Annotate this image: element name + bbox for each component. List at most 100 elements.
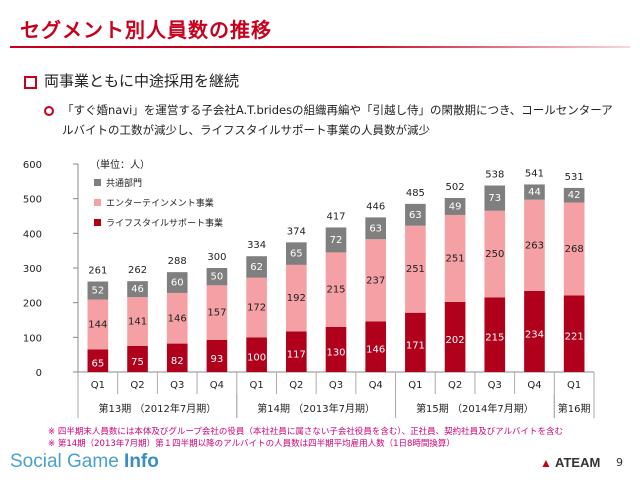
bar-total-label: 288	[168, 256, 187, 267]
bar-segment	[206, 339, 228, 372]
bar-segment	[285, 331, 307, 372]
bar-value-label: 100	[247, 353, 266, 364]
bar-segment	[444, 197, 466, 215]
legend-swatch	[94, 179, 101, 186]
bar-value-label: 49	[449, 201, 462, 212]
x-tick-label: Q4	[369, 380, 383, 391]
bar-segment	[87, 281, 109, 300]
x-tick-label: Q1	[91, 380, 105, 391]
x-tick-label: Q4	[210, 380, 224, 391]
bar-value-label: 237	[366, 275, 385, 286]
x-tick-label: Q2	[289, 380, 303, 391]
bar-value-label: 215	[485, 333, 504, 344]
unit-label: （単位：人）	[90, 158, 150, 171]
x-tick-label: Q2	[448, 380, 462, 391]
bar-total-label: 531	[565, 172, 584, 183]
x-tick-label: Q1	[567, 380, 581, 391]
bar-value-label: 117	[287, 350, 306, 361]
bar-value-label: 250	[485, 249, 504, 260]
bar-segment	[365, 217, 387, 240]
bar-value-label: 60	[171, 278, 184, 289]
bar-value-label: 263	[525, 240, 544, 251]
bar-total-label: 485	[406, 188, 425, 199]
bar-value-label: 144	[88, 320, 107, 331]
bar-value-label: 221	[565, 332, 584, 343]
bar-value-label: 251	[406, 264, 425, 275]
y-tick-label: 600	[23, 160, 42, 171]
bar-value-label: 42	[568, 190, 581, 201]
title-divider	[10, 46, 630, 48]
social-game-info-logo: Social Game Info	[10, 451, 159, 473]
legend-swatch	[94, 199, 101, 206]
bar-total-label: 502	[446, 182, 465, 193]
x-tick-label: Q2	[130, 380, 144, 391]
bar-segment	[127, 297, 148, 346]
headline: 両事業ともに中途採用を継続	[44, 72, 240, 90]
bar-value-label: 82	[171, 356, 184, 367]
bar-segment	[484, 210, 506, 298]
bar-value-label: 72	[330, 235, 343, 246]
logo-text-bold: Info	[124, 451, 159, 472]
bar-segment	[325, 227, 347, 253]
bar-value-label: 202	[446, 335, 465, 346]
ateam-logo-text: ATEAM	[555, 455, 601, 470]
y-tick-label: 500	[23, 195, 42, 206]
bar-segment	[127, 346, 148, 372]
bar-total-label: 538	[485, 169, 504, 180]
logo-text: Social Game	[10, 451, 125, 472]
bar-value-label: 75	[131, 357, 144, 368]
x-tick-label: Q1	[249, 380, 263, 391]
bar-value-label: 65	[290, 249, 303, 260]
fiscal-period-label: 第16期	[558, 402, 591, 415]
bar-segment	[166, 292, 188, 344]
bar-total-label: 334	[247, 240, 266, 251]
bar-value-label: 215	[326, 285, 345, 296]
bar-segment	[444, 301, 466, 372]
bar-segment	[87, 299, 109, 350]
fiscal-period-label: 第15期 （2014年7月期）	[416, 402, 534, 415]
legend-label: エンターテインメント事業	[106, 197, 214, 209]
bar-value-label: 141	[128, 317, 147, 328]
bar-value-label: 157	[207, 308, 226, 319]
bar-value-label: 146	[168, 313, 187, 324]
bar-segment	[87, 349, 109, 372]
bar-segment	[405, 203, 426, 226]
bar-segment	[246, 256, 267, 278]
x-tick-label: Q3	[170, 380, 184, 391]
footnote-1: ※ 四半期末人員数には本体及びグループ会社の役員（本社社員に属さない子会社役員を…	[48, 427, 563, 437]
bar-total-label: 262	[128, 265, 147, 276]
bar-segment	[524, 290, 545, 372]
bar-total-label: 300	[207, 252, 226, 263]
bar-segment	[563, 187, 585, 203]
bar-segment	[444, 214, 466, 302]
bar-total-label: 541	[525, 168, 544, 179]
bar-segment	[365, 239, 387, 322]
bar-segment	[166, 272, 188, 293]
footnote-2: ※ 第14期（2013年7月期）第１四半期以降のアルバイトの人員数は四半期平均雇…	[48, 439, 455, 449]
bar-value-label: 171	[406, 340, 425, 351]
page-number: 9	[616, 456, 623, 469]
ateam-logo: ▲ ATEAM	[540, 455, 600, 470]
square-bullet-icon	[24, 76, 37, 89]
bar-segment	[484, 185, 506, 211]
y-tick-label: 0	[36, 368, 42, 379]
bar-value-label: 130	[326, 347, 345, 358]
x-tick-label: Q4	[527, 380, 541, 391]
bar-segment	[405, 225, 426, 313]
x-tick-label: Q3	[329, 380, 343, 391]
y-tick-label: 400	[23, 229, 42, 240]
ring-bullet-icon	[44, 106, 54, 116]
bar-segment	[405, 312, 426, 372]
bar-segment	[127, 281, 148, 298]
bar-segment	[206, 268, 228, 286]
ateam-mark-icon: ▲	[540, 456, 552, 470]
headcount-stacked-bar-chart: 0 100 200 300 400 500 600 （単位：人） 共通部門エンターテインメント事…	[23, 158, 595, 418]
x-tick-label: Q1	[408, 380, 422, 391]
legend-label: 共通部門	[106, 177, 142, 189]
bar-segment	[285, 242, 307, 265]
bar-value-label: 62	[250, 262, 263, 273]
legend-label: ライフスタイルサポート事業	[106, 217, 223, 229]
fiscal-period-label: 第13期 （2012年7月期）	[99, 402, 217, 415]
bar-value-label: 52	[91, 286, 104, 297]
bar-segment	[563, 295, 585, 372]
